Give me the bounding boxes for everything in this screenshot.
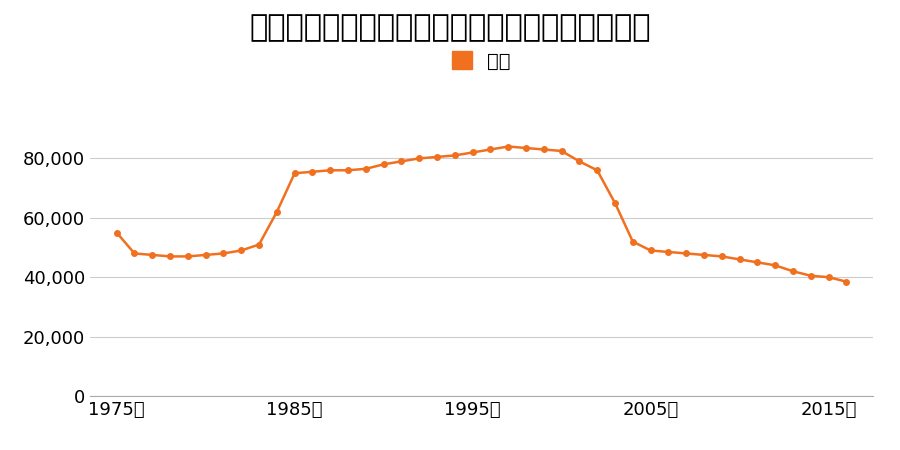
価格 [788, 269, 798, 274]
価格 [806, 273, 816, 279]
価格 [414, 156, 425, 161]
価格 [734, 256, 745, 262]
Line: 価格: 価格 [114, 144, 849, 284]
価格 [432, 154, 443, 160]
Legend: 価格: 価格 [445, 43, 518, 78]
価格 [183, 254, 194, 259]
価格 [627, 239, 638, 244]
価格 [824, 274, 834, 280]
価格 [770, 263, 780, 268]
価格 [272, 209, 283, 215]
価格 [520, 145, 531, 151]
価格 [343, 167, 354, 173]
価格 [147, 252, 158, 257]
価格 [841, 279, 851, 284]
価格 [538, 147, 549, 152]
価格 [218, 251, 229, 256]
価格 [663, 249, 674, 255]
価格 [574, 159, 585, 164]
価格 [449, 153, 460, 158]
価格 [396, 159, 407, 164]
価格 [236, 248, 247, 253]
価格 [325, 167, 336, 173]
価格 [289, 171, 300, 176]
価格 [165, 254, 176, 259]
価格 [129, 251, 140, 256]
価格 [680, 251, 691, 256]
価格 [609, 200, 620, 206]
価格 [716, 254, 727, 259]
価格 [360, 166, 371, 171]
価格 [254, 242, 265, 247]
価格 [645, 248, 656, 253]
Text: 新潟県新発田市大手町３丁目６９９番の地価推移: 新潟県新発田市大手町３丁目６９９番の地価推移 [249, 14, 651, 42]
価格 [112, 230, 122, 235]
価格 [307, 169, 318, 175]
価格 [467, 150, 478, 155]
価格 [752, 260, 762, 265]
価格 [698, 252, 709, 257]
価格 [503, 144, 514, 149]
価格 [556, 148, 567, 153]
価格 [201, 252, 212, 257]
価格 [592, 167, 603, 173]
価格 [485, 147, 496, 152]
価格 [378, 162, 389, 167]
